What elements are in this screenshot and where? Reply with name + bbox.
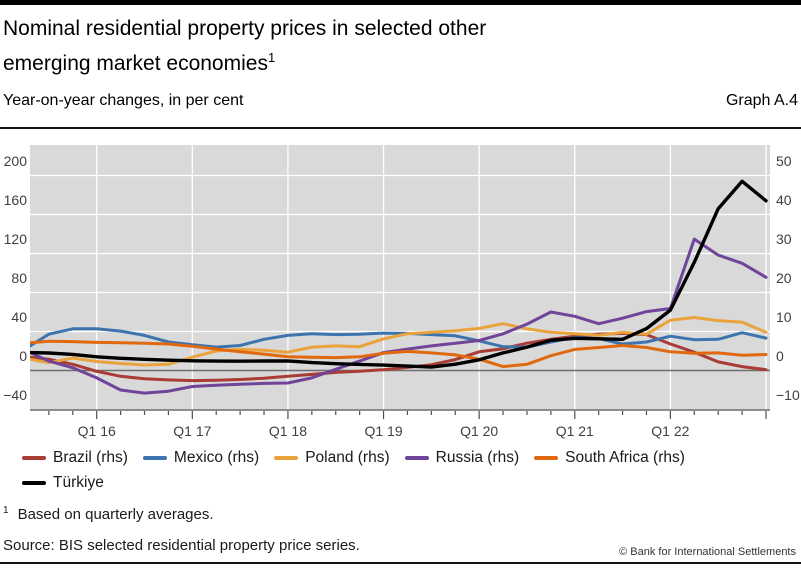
legend-item-poland-rhs: Poland (rhs) (274, 449, 390, 467)
footnote: 1 Based on quarterly averages. (3, 505, 214, 523)
legend-item-brazil-rhs: Brazil (rhs) (22, 449, 128, 467)
x-axis-tick-label: Q1 18 (269, 423, 307, 439)
right-axis-tick-label: −10 (776, 387, 800, 403)
legend-item-south-africa-rhs: South Africa (rhs) (534, 449, 685, 467)
legend-item-mexico-rhs: Mexico (rhs) (142, 449, 260, 467)
bottom-black-bar (0, 562, 801, 564)
legend-swatch (274, 456, 299, 460)
legend-label: Russia (rhs) (435, 449, 520, 466)
legend-swatch (142, 456, 167, 460)
source-line: Source: BIS selected residential propert… (3, 537, 360, 554)
series-group (30, 179, 768, 395)
legend-swatch (404, 456, 429, 460)
chart-title-line1: Nominal residential property prices in s… (3, 17, 487, 40)
series-line-south-africa-rhs (30, 339, 768, 369)
x-axis-tick-label: Q1 21 (556, 423, 594, 439)
legend-swatch (22, 456, 46, 460)
chart-title-line2: emerging market economies (3, 52, 268, 75)
right-axis-tick-label: 20 (776, 270, 792, 286)
legend-label: Poland (rhs) (305, 449, 390, 466)
chart-title: Nominal residential property prices in s… (3, 14, 763, 78)
subtitle-row: Year-on-year changes, in per cent Graph … (3, 92, 798, 110)
x-axis-tick-label: Q1 17 (173, 423, 211, 439)
top-black-bar (0, 0, 801, 5)
x-axis-tick-label: Q1 16 (78, 423, 116, 439)
legend-item-russia-rhs: Russia (rhs) (404, 449, 520, 467)
legend-swatch (22, 481, 46, 485)
line-chart-svg: 200 50 160 40 120 30 80 20 40 10 0 0 −40 −10 Q1 16 Q1 1… (3, 145, 800, 439)
copyright-line: © Bank for International Settlements (619, 546, 796, 558)
legend-row-2: Türkiye (22, 474, 119, 492)
left-axis-tick-label: 160 (4, 192, 28, 208)
legend-label: Mexico (rhs) (173, 449, 260, 466)
right-axis-tick-label: 0 (776, 348, 784, 364)
left-axis-tick-label: 200 (4, 153, 28, 169)
line-chart: 200 50 160 40 120 30 80 20 40 10 0 0 −40 −10 Q1 16 Q1 1… (0, 140, 801, 440)
series-line-mexico-rhs (30, 327, 768, 349)
footnote-marker: 1 (3, 505, 9, 516)
graph-number-label: Graph A.4 (725, 92, 798, 109)
series-line-poland-rhs (30, 316, 768, 367)
series-line-t-rkiye (30, 179, 768, 369)
right-axis-tick-label: 40 (776, 192, 792, 208)
left-axis-tick-label: 40 (11, 309, 27, 325)
x-axis-tick-label: Q1 22 (651, 423, 689, 439)
legend-swatch (534, 456, 559, 460)
x-axis-tick-label: Q1 20 (460, 423, 498, 439)
x-axis-tick-label: Q1 19 (364, 423, 402, 439)
legend-label: South Africa (rhs) (565, 449, 685, 466)
legend-item-t-rkiye: Türkiye (22, 474, 104, 492)
footnote-text: Based on quarterly averages. (17, 506, 214, 523)
legend-label: Brazil (rhs) (53, 449, 128, 466)
left-axis-tick-label: 120 (4, 231, 28, 247)
legend-label: Türkiye (53, 474, 104, 491)
right-axis-tick-label: 50 (776, 153, 792, 169)
legend-row-1: Brazil (rhs) Mexico (rhs) Poland (rhs) Russ… (22, 449, 700, 467)
right-axis-tick-label: 10 (776, 309, 792, 325)
chart-subtitle: Year-on-year changes, in per cent (3, 92, 244, 109)
title-footnote-marker: 1 (267, 50, 276, 65)
left-axis-tick-label: 80 (11, 270, 27, 286)
right-axis-tick-label: 30 (776, 231, 792, 247)
header-divider (0, 127, 801, 129)
left-axis-tick-label: 0 (19, 348, 27, 364)
left-axis-tick-label: −40 (3, 387, 27, 403)
